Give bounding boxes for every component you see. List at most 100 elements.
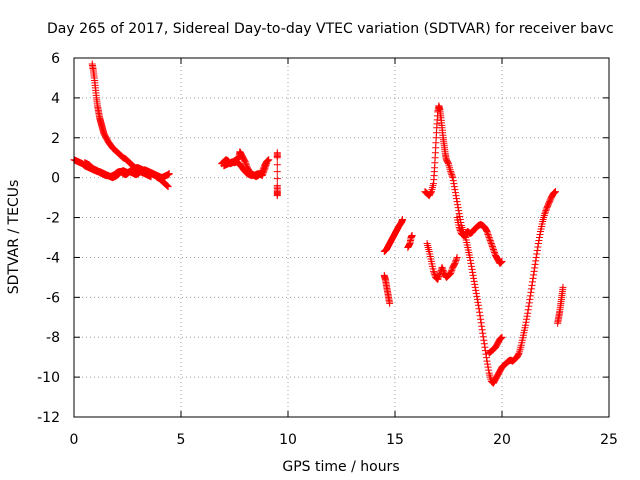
data-point-marker xyxy=(448,172,456,180)
data-point-marker xyxy=(498,333,506,341)
data-point-marker xyxy=(484,360,492,368)
data-point-marker xyxy=(484,229,492,237)
data-point-marker xyxy=(484,363,492,371)
data-point-marker xyxy=(476,308,484,316)
data-point-marker xyxy=(265,156,273,164)
grid xyxy=(74,58,609,417)
x-tick-label: 0 xyxy=(70,432,79,448)
data-point-marker xyxy=(430,269,438,277)
data-point-marker xyxy=(453,255,461,263)
data-point-marker xyxy=(455,224,463,232)
y-tick-label: -6 xyxy=(46,290,60,306)
data-point-marker xyxy=(490,247,498,255)
data-point-marker xyxy=(480,340,488,348)
data-point-marker xyxy=(474,301,482,309)
data-point-marker xyxy=(273,154,281,162)
data-point-marker xyxy=(534,239,542,247)
data-point-marker xyxy=(408,232,416,240)
data-point-marker xyxy=(524,306,532,314)
data-point-marker xyxy=(487,238,495,246)
x-tick-label: 15 xyxy=(386,432,404,448)
data-point-marker xyxy=(498,257,506,265)
data-point-marker xyxy=(535,234,543,241)
chart-title: Day 265 of 2017, Sidereal Day-to-day VTE… xyxy=(47,21,614,37)
y-axis-label: SDTVAR / TECUs xyxy=(6,180,22,295)
data-point-marker xyxy=(482,350,490,358)
data-point-marker xyxy=(472,289,480,297)
data-point-marker xyxy=(165,170,173,178)
data-point-marker xyxy=(527,285,535,293)
x-axis-label: GPS time / hours xyxy=(282,459,399,475)
axis-ticks xyxy=(73,57,610,418)
data-point-marker xyxy=(486,235,494,243)
data-point-marker xyxy=(456,225,464,233)
data-point-marker xyxy=(455,210,463,218)
data-point-marker xyxy=(242,161,250,169)
data-point-marker xyxy=(273,168,281,176)
data-point-marker xyxy=(471,283,479,291)
data-point-marker xyxy=(541,210,549,218)
data-point-marker xyxy=(451,258,459,266)
data-point-marker xyxy=(447,168,455,176)
data-point-marker xyxy=(523,315,531,323)
data-point-marker xyxy=(467,259,475,267)
data-point-marker xyxy=(534,243,542,251)
data-point-marker xyxy=(430,267,438,275)
data-point-marker xyxy=(456,227,464,235)
data-point-marker xyxy=(532,257,540,265)
data-point-marker xyxy=(525,302,533,310)
data-point-marker xyxy=(542,207,550,215)
data-point-marker xyxy=(522,321,530,329)
data-point-marker xyxy=(259,170,267,178)
data-point-marker xyxy=(483,228,491,236)
data-point-marker xyxy=(532,253,540,261)
y-tick-label: -4 xyxy=(46,250,60,266)
data-point-marker xyxy=(147,173,155,181)
data-point-marker xyxy=(468,262,476,270)
data-point-marker xyxy=(450,183,458,191)
data-point-marker xyxy=(478,326,486,334)
y-tick-label: -2 xyxy=(46,211,60,227)
data-point-marker xyxy=(530,271,538,279)
data-point-marker xyxy=(452,192,460,200)
data-point-marker xyxy=(448,171,456,179)
x-tick-label: 5 xyxy=(177,432,186,448)
data-point-marker xyxy=(439,265,447,273)
data-point-marker xyxy=(525,299,533,307)
y-tick-label: 2 xyxy=(51,131,60,147)
data-point-marker xyxy=(453,253,461,261)
data-point-marker xyxy=(455,207,463,215)
data-point-marker xyxy=(533,246,541,254)
data-point-marker xyxy=(485,232,493,240)
data-point-marker xyxy=(260,166,268,174)
data-point-marker xyxy=(260,167,268,175)
data-point-marker xyxy=(531,260,539,268)
data-point-marker xyxy=(435,272,443,280)
data-point-marker xyxy=(475,305,483,313)
data-point-marker xyxy=(483,357,491,365)
data-point-marker xyxy=(484,231,492,239)
data-point-marker xyxy=(515,350,523,358)
data-point-marker xyxy=(453,198,461,206)
data-point-marker xyxy=(386,299,394,307)
data-point-marker xyxy=(451,186,459,194)
data-point-marker xyxy=(454,201,462,209)
y-tick-label: 0 xyxy=(51,171,60,187)
data-point-marker xyxy=(447,268,455,276)
data-point-marker xyxy=(478,322,486,330)
data-point-marker xyxy=(486,236,494,244)
data-point-marker xyxy=(434,274,442,282)
data-point-marker xyxy=(470,277,478,285)
data-point-marker xyxy=(438,263,446,271)
data-point-marker xyxy=(488,241,496,249)
data-point-marker xyxy=(241,158,249,166)
data-point-marker xyxy=(454,204,462,212)
data-point-marker xyxy=(482,354,490,362)
data-point-marker xyxy=(481,347,489,355)
y-tick-label: -8 xyxy=(46,330,60,346)
data-point-marker xyxy=(487,239,495,247)
data-point-marker xyxy=(552,188,559,196)
data-point-marker xyxy=(470,274,478,282)
y-tick-label: -10 xyxy=(37,370,60,386)
